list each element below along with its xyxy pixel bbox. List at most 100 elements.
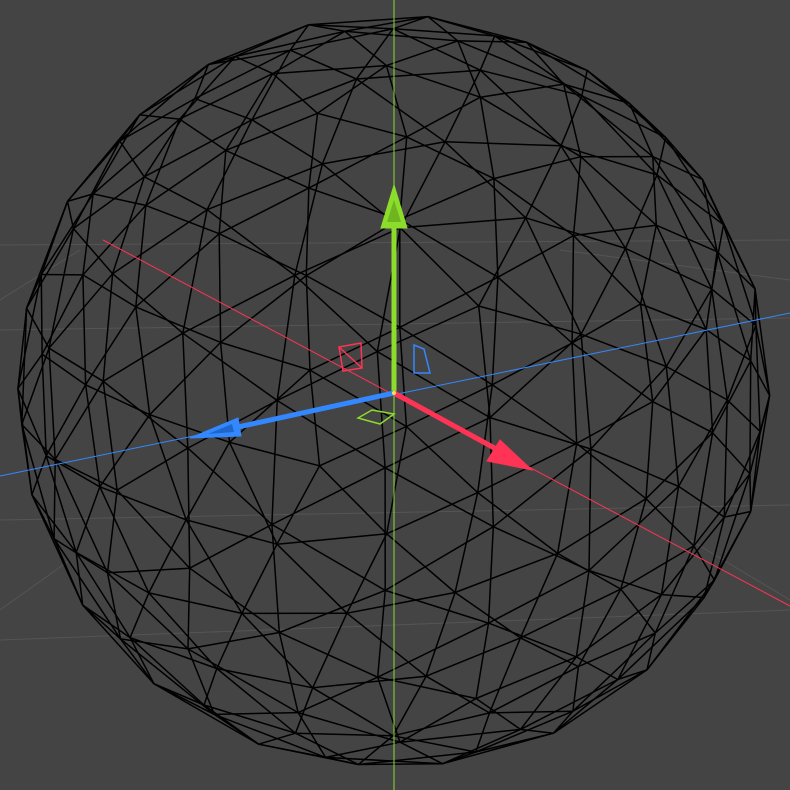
x-arrow-icon[interactable] [486, 439, 534, 471]
wire-edge [712, 432, 751, 475]
wire-edge [386, 64, 481, 98]
wire-edge [491, 342, 573, 386]
wire-edge [206, 209, 296, 276]
wire-edge [572, 632, 656, 712]
wire-edge [355, 28, 394, 80]
wire-edge [75, 551, 131, 639]
wire-edge [179, 118, 227, 152]
wire-edge [17, 308, 28, 389]
wire-edge [17, 388, 47, 456]
wire-edge [654, 579, 715, 634]
z-arrow-inner [208, 424, 234, 434]
wire-edge [386, 491, 479, 535]
wire-edge [475, 710, 574, 753]
yz-plane-icon[interactable] [413, 343, 431, 374]
wire-edge [346, 591, 456, 614]
wire-edge [139, 114, 180, 120]
wire-edge [119, 638, 155, 685]
wire-edge [392, 15, 429, 30]
move-gizmo[interactable] [189, 183, 534, 471]
wire-edge [580, 248, 627, 335]
gizmo-x-shaft[interactable] [392, 390, 500, 453]
wire-edge [575, 570, 590, 658]
wire-edge [228, 369, 311, 443]
wire-edge [251, 78, 357, 121]
wire-edge [693, 473, 751, 547]
wire-edge [92, 118, 181, 195]
wire-edge [406, 96, 481, 138]
wire-edge [53, 459, 56, 539]
wire-edge [552, 678, 619, 734]
wire-edge [305, 188, 310, 276]
wire-edge [571, 303, 641, 344]
wire-edge [251, 49, 291, 121]
wire-edge [139, 63, 209, 116]
wire-edge [116, 489, 191, 569]
wire-edge [493, 177, 574, 237]
gizmo-center[interactable] [392, 391, 396, 395]
wire-edge [289, 24, 310, 51]
wire-edge [580, 334, 592, 450]
wire-edge [106, 572, 189, 650]
geosphere-wireframe[interactable] [17, 15, 771, 766]
wire-edge [639, 303, 654, 402]
wire-edge [656, 224, 718, 253]
wire-edge [705, 329, 714, 433]
wire-edge [705, 328, 752, 362]
wire-edge [82, 204, 147, 276]
wire-edge [492, 448, 592, 528]
wire-edge [399, 697, 477, 743]
wire-edge [99, 486, 150, 594]
gizmo-x-axis[interactable] [392, 390, 534, 471]
wire-edge [563, 83, 654, 158]
wire-edge [376, 590, 386, 678]
wire-edge [576, 656, 619, 681]
gizmo-y-axis[interactable] [380, 183, 408, 393]
xy-plane-diagonal [338, 346, 363, 369]
wire-edge [145, 149, 227, 207]
wire-edge [376, 676, 401, 743]
grid-line [689, 539, 790, 601]
wire-edge [309, 326, 401, 371]
wire-edge [241, 612, 314, 689]
wire-edge [406, 384, 493, 428]
wire-edge [321, 78, 358, 165]
wire-edge [228, 441, 278, 545]
wire-edge [99, 486, 187, 521]
wire-edge [628, 102, 704, 181]
wire-edge [203, 704, 296, 734]
wire-edge [590, 365, 667, 450]
wire-edge [552, 669, 648, 734]
wire-edge [312, 687, 394, 737]
wire-edge [234, 55, 274, 75]
wire-edge [218, 150, 227, 234]
grid-line [0, 559, 71, 611]
wire-edge [576, 442, 647, 500]
gizmo-z-axis[interactable] [189, 390, 395, 439]
wire-edge [276, 465, 321, 545]
wire-edge [214, 713, 326, 759]
wire-edge [92, 193, 146, 207]
z-arrow-icon[interactable] [189, 417, 242, 439]
wire-edge [660, 516, 725, 596]
wire-edge [489, 417, 495, 527]
wire-edge [148, 519, 187, 594]
wire-edge [129, 637, 205, 706]
wire-edge [145, 118, 181, 206]
wire-edge [106, 490, 118, 573]
wire-edge [75, 551, 150, 594]
wire-edge [652, 400, 713, 434]
wire-edge [399, 141, 446, 229]
wire-edge [346, 533, 388, 614]
wire-edge [45, 384, 87, 457]
gizmo-z-shaft[interactable] [237, 390, 395, 430]
wire-edge [488, 622, 577, 658]
wire-edge [308, 187, 401, 221]
xz-plane-icon[interactable] [356, 409, 396, 425]
wire-edge [652, 156, 658, 226]
wire-edge [399, 177, 495, 221]
wire-edge [489, 710, 573, 714]
wire-edge [571, 342, 654, 403]
